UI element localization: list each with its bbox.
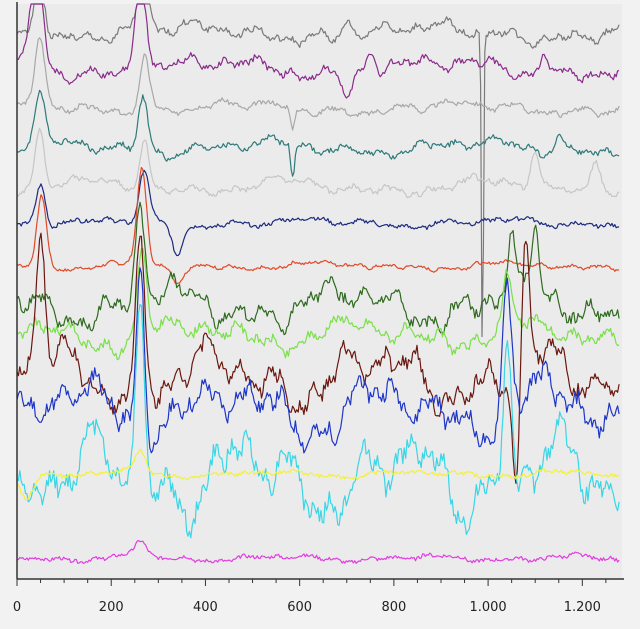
x-tick-label: 800 — [381, 600, 406, 615]
series-line-11 — [16, 267, 620, 454]
x-tick-label: 0 — [13, 600, 21, 615]
x-tick-label: 1.200 — [564, 600, 601, 615]
series-line-4 — [16, 89, 620, 177]
series-line-8 — [16, 201, 620, 336]
series-line-2 — [16, 3, 620, 99]
series-layer — [16, 3, 620, 565]
series-line-5 — [16, 127, 620, 199]
x-tick-label: 600 — [287, 600, 312, 615]
series-line-6 — [16, 169, 620, 257]
series-line-14 — [16, 539, 620, 565]
series-line-9 — [16, 247, 620, 361]
series-line-3 — [16, 37, 620, 131]
series-line-1 — [16, 3, 620, 338]
series-line-12 — [16, 303, 620, 539]
plot-area — [17, 4, 622, 578]
series-line-7 — [16, 166, 620, 285]
x-tick-label: 200 — [99, 600, 124, 615]
x-tick-label: 1.000 — [469, 600, 506, 615]
series-line-13 — [16, 448, 620, 501]
x-tick-layer: 0 200 400 600 800 1.000 1.200 — [13, 579, 607, 615]
series-line-10 — [16, 232, 620, 484]
x-tick-label: 400 — [193, 600, 218, 615]
